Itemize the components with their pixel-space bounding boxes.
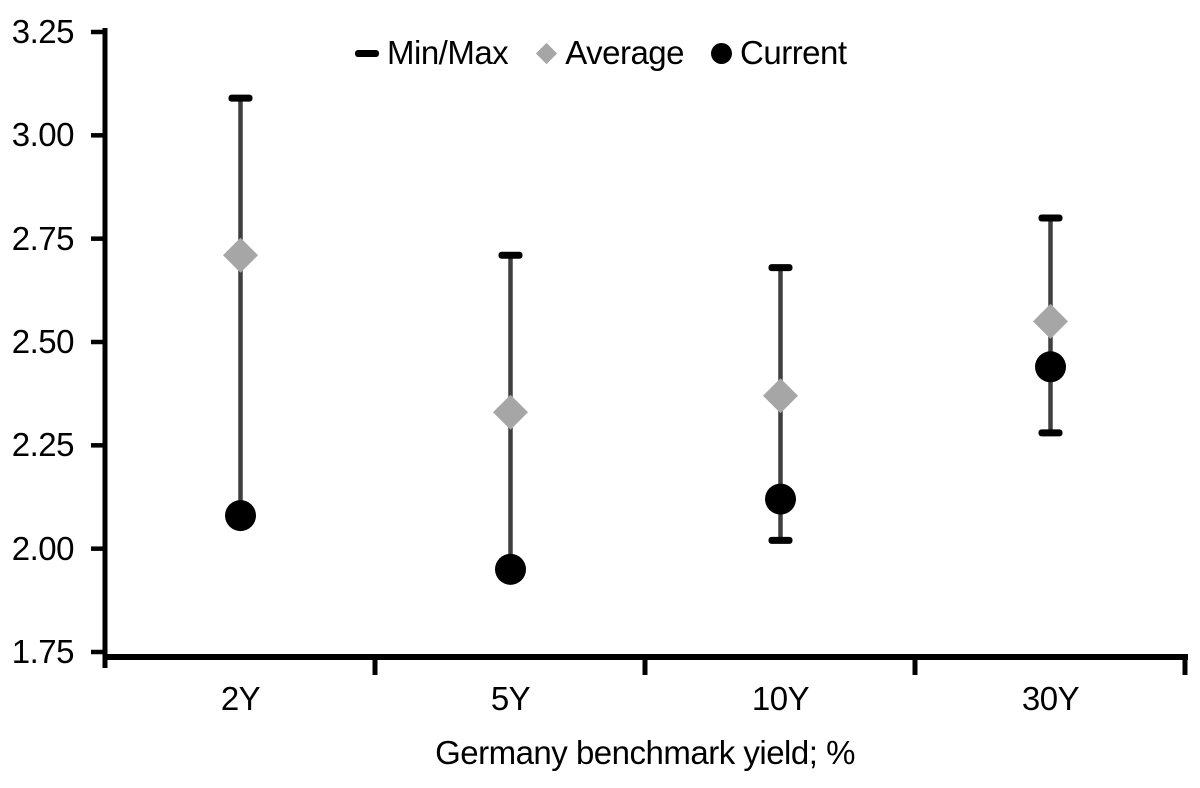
average-diamond-icon (535, 42, 557, 64)
y-tick-label: 2.25 (11, 426, 75, 464)
range-cap (228, 94, 253, 102)
y-tick-label: 3.25 (11, 13, 75, 50)
y-tick-label: 2.50 (11, 323, 75, 360)
y-tick-label: 2.00 (11, 529, 75, 567)
range-cap (1038, 429, 1063, 437)
legend-label-minmax: Min/Max (387, 34, 509, 71)
range-cap (498, 251, 523, 259)
range-cap (768, 264, 793, 272)
average-marker (1033, 303, 1068, 339)
x-tick-label: 2Y (220, 680, 261, 717)
average-marker (763, 378, 798, 414)
minmax-dash-icon (355, 49, 379, 57)
average-marker (223, 237, 258, 273)
y-tick-label: 3.00 (11, 116, 75, 154)
legend: Min/Max Average Current (355, 34, 847, 72)
range-cap (1038, 214, 1063, 222)
y-tick-label: 1.75 (11, 633, 75, 670)
current-marker (765, 483, 796, 515)
average-marker (493, 394, 528, 430)
legend-item-average: Average (535, 34, 685, 72)
legend-label-current: Current (740, 34, 847, 71)
x-tick-label: 5Y (490, 680, 531, 717)
legend-label-average: Average (565, 34, 685, 71)
legend-item-minmax: Min/Max (355, 34, 509, 72)
current-marker (225, 500, 256, 532)
current-marker (1035, 351, 1066, 383)
range-cap (768, 536, 793, 544)
x-axis-title: Germany benchmark yield; % (435, 734, 855, 771)
legend-item-current: Current (711, 34, 847, 72)
x-tick-label: 10Y (751, 680, 810, 717)
x-tick-label: 30Y (1021, 680, 1080, 717)
current-circle-icon (711, 42, 733, 64)
current-marker (495, 553, 526, 585)
y-tick-label: 2.75 (11, 219, 75, 257)
